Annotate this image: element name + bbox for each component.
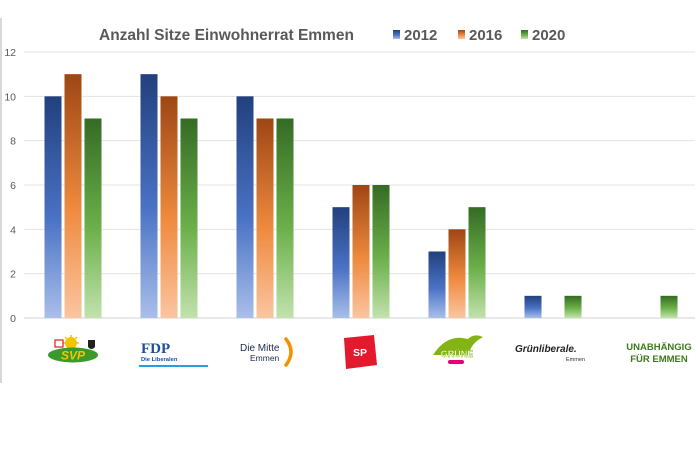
- y-tick-label: 2: [10, 269, 16, 281]
- bar-2016-sp: [352, 185, 370, 318]
- bar-2012-sp: [332, 207, 350, 318]
- chart-left-border: [0, 18, 2, 383]
- unabhaengig-logo-line1: UNABHÄNGIG: [626, 342, 691, 353]
- legend-label-2020: 2020: [532, 27, 565, 44]
- y-tick-label: 4: [10, 224, 16, 236]
- gridlines: [24, 51, 695, 275]
- bar-2020-grüne: [468, 207, 486, 318]
- svp-flag-icon: [54, 339, 64, 348]
- bar-2020-die-mitte-emmen: [276, 118, 294, 318]
- category-logo-mitte: Die Mitte Emmen: [240, 337, 293, 367]
- bar-2020-svp: [84, 118, 102, 318]
- legend-swatch-2016: [458, 30, 465, 39]
- bar-2016-die-mitte-emmen: [256, 118, 274, 318]
- category-logo-gruene: GRÜNE: [433, 335, 483, 364]
- bar-2020-grünliberale-emmen: [564, 295, 582, 318]
- category-logo-unabhaengig: UNABHÄNGIG FÜR EMMEN: [626, 342, 691, 365]
- category-logo-svp: SVP: [48, 335, 98, 363]
- bar-2012-grüne: [428, 251, 446, 318]
- legend-label-2012: 2012: [404, 27, 437, 44]
- y-tick-label: 8: [10, 136, 16, 148]
- gruene-logo-text: GRÜNE: [441, 349, 474, 359]
- fdp-logo-underline: [139, 365, 208, 367]
- category-logo-sp: SP: [344, 335, 377, 369]
- sp-logo-text: SP: [353, 347, 367, 359]
- sp-logo-shape: [344, 335, 377, 369]
- gruene-leaf-icon: [433, 335, 483, 355]
- bar-2016-svp: [64, 74, 82, 319]
- svp-logo-shape: [48, 347, 98, 363]
- bar-2012-svp: [44, 96, 62, 318]
- legend: 2012 2016 2020: [393, 27, 565, 44]
- bar-2020-unabhängig-für-emmen: [660, 295, 678, 318]
- y-tick-label: 12: [4, 47, 16, 59]
- legend-label-2016: 2016: [469, 27, 502, 44]
- legend-swatch-2020: [521, 30, 528, 39]
- y-axis-ticks: 0 2 4 6 8 10 12: [4, 47, 16, 325]
- bar-2012-grünliberale-emmen: [524, 295, 542, 318]
- grunliberale-logo-text: Grünliberale.: [515, 344, 577, 355]
- category-logo-grunliberale: Grünliberale. Emmen: [515, 344, 585, 363]
- mitte-arc-icon: [284, 337, 293, 367]
- bar-2016-fdp: [160, 96, 178, 318]
- mitte-logo-subtext: Emmen: [250, 353, 280, 363]
- bar-2012-die-mitte-emmen: [236, 96, 254, 318]
- y-tick-label: 10: [4, 91, 16, 103]
- unabhaengig-logo-line2: FÜR EMMEN: [630, 354, 688, 365]
- bar-2020-fdp: [180, 118, 198, 318]
- grunliberale-logo-subtext: Emmen: [566, 357, 585, 363]
- fdp-logo-subtext: Die Liberalen: [141, 357, 178, 363]
- svp-shield-icon: [88, 340, 95, 349]
- legend-swatch-2012: [393, 30, 400, 39]
- bars: [44, 74, 678, 319]
- mitte-logo-text: Die Mitte: [240, 343, 280, 354]
- svp-logo-text: SVP: [61, 349, 86, 363]
- bar-2016-grüne: [448, 229, 466, 318]
- bar-2020-sp: [372, 185, 390, 318]
- category-logo-fdp: FDP Die Liberalen: [139, 341, 208, 367]
- chart-title: Anzahl Sitze Einwohnerrat Emmen: [99, 27, 354, 44]
- gruene-sub-badge: [448, 360, 464, 364]
- fdp-logo-text: FDP: [141, 341, 170, 357]
- bar-2012-fdp: [140, 74, 158, 319]
- y-tick-label: 0: [10, 313, 16, 325]
- svp-sun-icon: [63, 335, 79, 349]
- y-tick-label: 6: [10, 180, 16, 192]
